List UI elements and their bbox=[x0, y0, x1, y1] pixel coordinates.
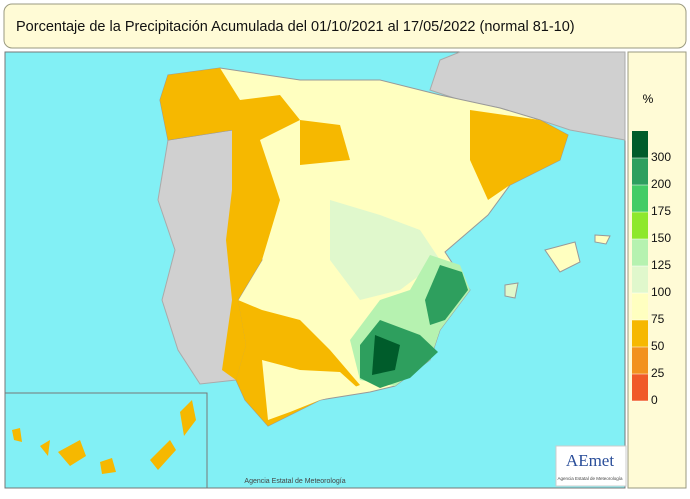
island bbox=[12, 428, 22, 442]
alicante-wet bbox=[425, 265, 468, 325]
legend-swatch bbox=[632, 347, 648, 374]
legend-tick-label: 25 bbox=[651, 366, 665, 380]
legend-tick-label: 150 bbox=[651, 231, 671, 245]
island bbox=[58, 440, 86, 466]
island bbox=[150, 440, 176, 470]
island bbox=[40, 440, 50, 456]
island bbox=[100, 458, 116, 474]
island bbox=[180, 400, 196, 436]
menorca bbox=[594, 234, 611, 245]
legend-tick-label: 0 bbox=[651, 393, 658, 407]
murcia-core bbox=[372, 335, 400, 375]
legend-swatch bbox=[632, 212, 648, 239]
logo: AEmet bbox=[566, 451, 614, 470]
legend-swatch bbox=[632, 239, 648, 266]
legend-tick-label: 75 bbox=[651, 312, 665, 326]
title: Porcentaje de la Precipitación Acumulada… bbox=[16, 19, 575, 35]
map: Agencia Estatal de Meteorología bbox=[4, 51, 626, 489]
logo-caption: Agencia Estatal de Meteorología bbox=[557, 476, 623, 481]
legend-swatch bbox=[632, 374, 648, 401]
canary-inset bbox=[4, 392, 208, 489]
legend: 300 200 175 150 125 100 75 50 25 0 bbox=[632, 131, 671, 407]
center-wet bbox=[330, 200, 440, 300]
legend-swatch bbox=[632, 158, 648, 185]
legend-swatch bbox=[632, 320, 648, 347]
legend-swatch bbox=[632, 266, 648, 293]
credit: Agencia Estatal de Meteorología bbox=[244, 478, 345, 485]
legend-tick-label: 175 bbox=[651, 204, 671, 218]
legend-swatch bbox=[632, 293, 648, 320]
legend-swatch bbox=[632, 185, 648, 212]
legend-tick-label: 200 bbox=[651, 177, 671, 191]
northeast-dry bbox=[470, 110, 568, 200]
mallorca bbox=[544, 241, 581, 273]
title-box bbox=[3, 3, 687, 49]
logo-box bbox=[555, 445, 627, 487]
legend-swatch bbox=[632, 131, 648, 158]
west-dry bbox=[160, 68, 300, 380]
legend-unit: % bbox=[643, 92, 654, 106]
legend-tick-label: 50 bbox=[651, 339, 665, 353]
south-coast bbox=[262, 360, 360, 420]
north-dry bbox=[300, 120, 350, 165]
ibiza bbox=[504, 282, 519, 299]
legend-tick-label: 300 bbox=[651, 150, 671, 164]
legend-tick-label: 100 bbox=[651, 285, 671, 299]
legend-tick-label: 125 bbox=[651, 258, 671, 272]
